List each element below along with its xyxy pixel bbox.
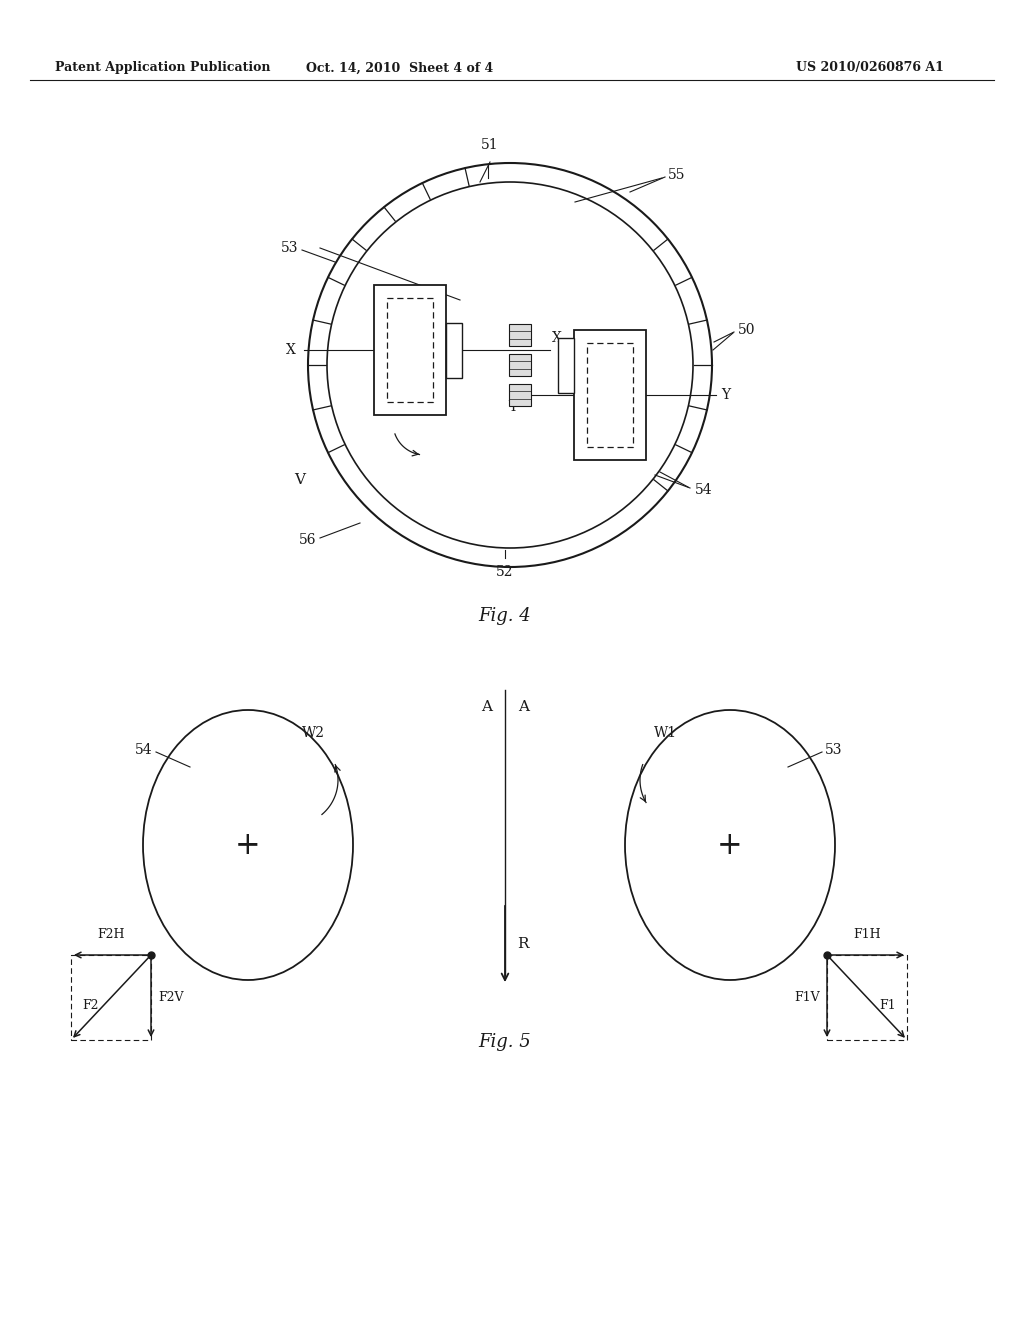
Text: 51: 51 [481,139,499,152]
Text: 54: 54 [135,743,153,756]
Text: F1H: F1H [853,928,881,941]
Text: F2H: F2H [97,928,125,941]
Bar [509,354,531,376]
Text: 56: 56 [299,533,316,546]
Text: Y: Y [721,388,730,403]
Text: 54: 54 [695,483,713,498]
Text: 52: 52 [497,565,514,579]
Text: Y: Y [508,400,517,414]
Bar [374,285,446,414]
Bar [558,338,574,392]
Text: V: V [294,473,305,487]
Bar [509,323,531,346]
Text: F2V: F2V [158,991,183,1005]
Text: W2: W2 [301,726,325,741]
Bar [587,343,633,447]
Text: 53: 53 [281,242,298,255]
Bar [574,330,646,459]
Text: +: + [236,829,261,861]
Bar [387,298,433,403]
Text: 55: 55 [668,168,685,182]
Text: X: X [552,331,562,345]
Text: 50: 50 [738,323,756,337]
Bar [827,954,907,1040]
Text: A: A [518,700,529,714]
Text: W1: W1 [653,726,677,741]
Text: F2: F2 [83,999,99,1012]
Bar [71,954,151,1040]
Text: Patent Application Publication: Patent Application Publication [55,62,270,74]
Text: Oct. 14, 2010  Sheet 4 of 4: Oct. 14, 2010 Sheet 4 of 4 [306,62,494,74]
Bar [446,322,462,378]
Text: +: + [717,829,742,861]
Text: 53: 53 [825,743,843,756]
Text: A: A [481,700,492,714]
Text: F1: F1 [879,999,896,1012]
Text: R: R [517,937,528,950]
Text: Fig. 4: Fig. 4 [478,607,531,624]
Text: F1V: F1V [795,991,820,1005]
Text: X: X [286,343,296,356]
Bar [509,384,531,407]
Text: Fig. 5: Fig. 5 [478,1034,531,1051]
Text: US 2010/0260876 A1: US 2010/0260876 A1 [796,62,944,74]
